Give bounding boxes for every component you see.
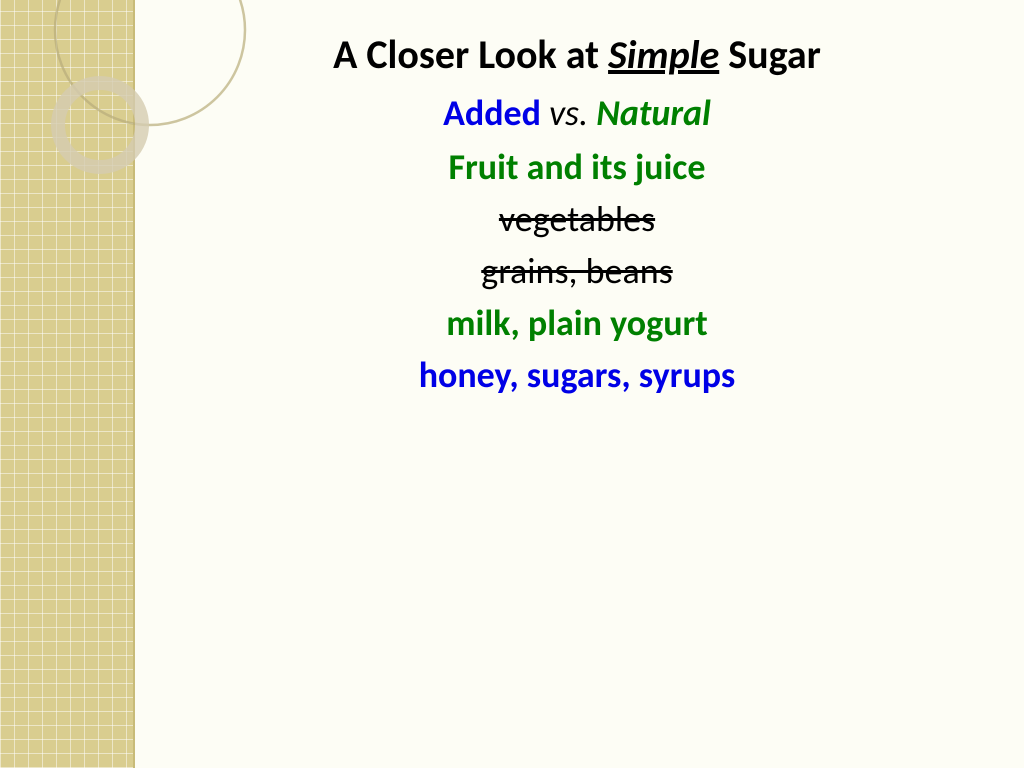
title-prefix: A Closer Look at xyxy=(333,30,608,79)
subtitle-natural: Natural xyxy=(596,91,711,135)
subtitle-vs: vs. xyxy=(541,91,596,135)
subtitle-added: Added xyxy=(443,91,541,135)
line-honey: honey, sugars, syrups xyxy=(150,353,1004,397)
line-vegetables: vegetables xyxy=(150,197,1004,241)
title-suffix: Sugar xyxy=(719,30,821,79)
title-emphasis: Simple xyxy=(608,30,719,79)
subtitle: Added vs. Natural xyxy=(150,91,1004,135)
sidebar-pattern xyxy=(0,0,135,768)
slide-content: A Closer Look at Simple Sugar Added vs. … xyxy=(150,30,1004,405)
line-milk: milk, plain yogurt xyxy=(150,301,1004,345)
slide-title: A Closer Look at Simple Sugar xyxy=(150,30,1004,79)
line-fruit: Fruit and its juice xyxy=(150,145,1004,189)
line-grains: grains, beans xyxy=(150,249,1004,293)
